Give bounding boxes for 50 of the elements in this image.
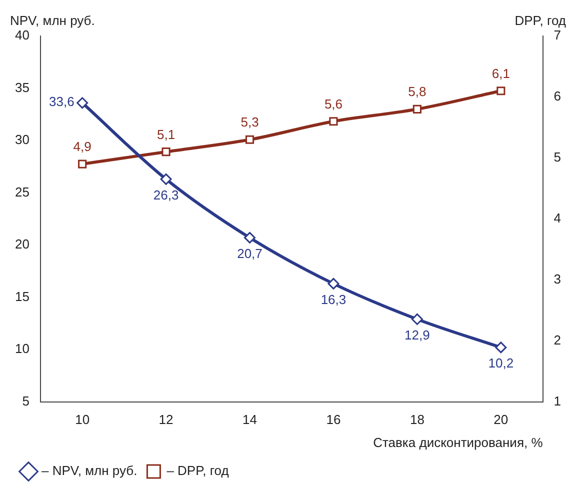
y-tick-label: 25 — [14, 184, 30, 200]
legend-label: – NPV, млн руб. — [42, 463, 138, 478]
point — [329, 117, 338, 126]
y-tick-label: 10 — [14, 341, 30, 356]
y-tick-label: 40 — [14, 28, 30, 43]
y2-tick-label: 7 — [554, 28, 562, 43]
data-label: 5,8 — [408, 84, 426, 100]
point — [160, 173, 172, 185]
point — [244, 232, 256, 244]
point — [496, 86, 506, 96]
point — [76, 97, 88, 109]
data-label: 5,6 — [324, 96, 343, 112]
x-axis-title: Ставка дисконтирования, % — [373, 434, 544, 450]
legend-label: – DPP, год — [166, 463, 230, 478]
x-tick-label: 12 — [158, 412, 174, 428]
y2-axis-title: DPP, год — [514, 13, 566, 28]
x-tick-label: 16 — [326, 412, 341, 428]
x-tick-label: 18 — [410, 412, 424, 428]
y-tick-label: 30 — [14, 132, 30, 148]
point — [495, 342, 507, 354]
y2-tick-label: 4 — [554, 210, 562, 226]
x-tick-label: 10 — [75, 412, 90, 428]
y2-tick-label: 3 — [554, 271, 562, 286]
x-tick-label: 20 — [494, 412, 508, 428]
y-tick-label: 20 — [14, 236, 30, 252]
y2-tick-label: 1 — [554, 393, 562, 408]
data-label: 20,7 — [237, 246, 262, 261]
data-label: 6,1 — [492, 66, 510, 81]
point — [78, 160, 87, 168]
y-axis-title: NPV, млн руб. — [10, 13, 95, 28]
point — [245, 135, 254, 144]
y2-tick-label: 6 — [554, 88, 562, 104]
data-label: 12,9 — [404, 327, 430, 342]
point — [411, 313, 423, 325]
y-tick-label: 35 — [14, 80, 30, 95]
y2-tick-label: 5 — [554, 150, 562, 165]
point — [162, 148, 170, 156]
y2-tick-label: 2 — [554, 332, 562, 348]
data-label: 5,1 — [157, 126, 176, 142]
data-label: 5,3 — [240, 114, 259, 130]
data-label: 10,2 — [488, 356, 514, 371]
y-tick-label: 5 — [22, 393, 30, 408]
data-label: 4,9 — [73, 139, 92, 154]
y-tick-label: 15 — [14, 288, 30, 304]
x-tick-label: 14 — [242, 412, 257, 428]
data-label: 33,6 — [49, 94, 74, 109]
point — [328, 278, 340, 290]
point — [412, 104, 422, 114]
data-label: 16,3 — [320, 292, 346, 307]
data-label: 26,3 — [153, 187, 179, 202]
